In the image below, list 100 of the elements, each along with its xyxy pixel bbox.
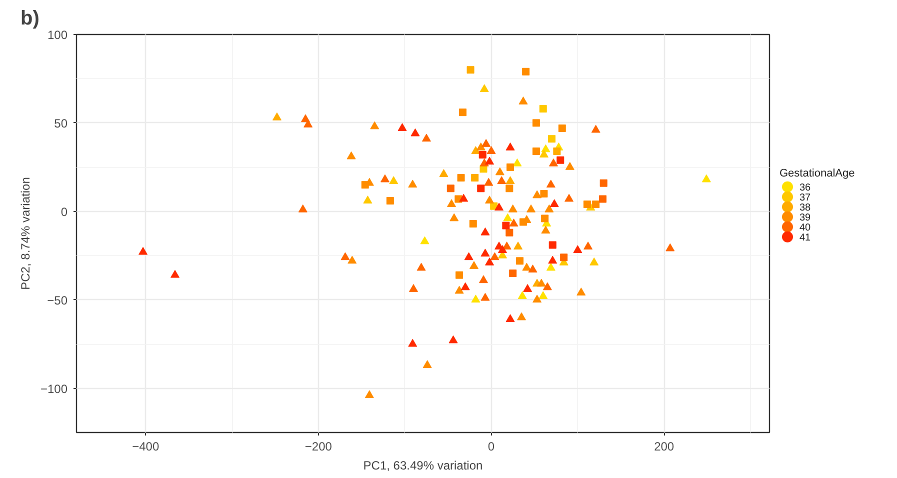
point <box>556 156 564 164</box>
point <box>539 150 548 158</box>
point <box>497 176 506 184</box>
point <box>408 180 418 188</box>
point <box>509 270 517 278</box>
point <box>138 246 148 255</box>
point <box>584 242 593 250</box>
point <box>592 200 600 208</box>
point <box>522 262 532 271</box>
point <box>346 151 356 160</box>
point <box>469 220 477 228</box>
point <box>539 105 547 113</box>
point <box>506 314 515 322</box>
point <box>482 139 491 147</box>
point <box>471 174 479 182</box>
legend-label: 38 <box>800 202 812 214</box>
point <box>478 275 488 284</box>
point <box>546 262 556 271</box>
point <box>459 194 468 202</box>
point <box>526 204 536 212</box>
point <box>485 196 494 204</box>
y-tick-label: −50 <box>47 293 68 308</box>
point <box>560 254 568 262</box>
point <box>536 278 546 287</box>
y-tick-label: −100 <box>40 382 68 396</box>
point <box>422 134 431 142</box>
point <box>298 204 308 212</box>
point <box>471 294 480 303</box>
point <box>541 226 550 234</box>
point <box>480 248 490 257</box>
point <box>532 147 540 155</box>
point <box>480 165 488 173</box>
point <box>546 180 556 188</box>
point <box>598 195 606 203</box>
point <box>494 202 504 211</box>
point <box>553 147 561 155</box>
point <box>364 390 374 398</box>
point <box>528 264 538 272</box>
legend-label: 37 <box>800 192 812 204</box>
point <box>591 124 600 133</box>
point <box>478 151 486 159</box>
point <box>456 271 464 279</box>
point <box>490 252 500 260</box>
point <box>457 174 465 182</box>
y-tick-label: 0 <box>60 204 68 219</box>
point <box>518 96 528 104</box>
point <box>484 178 494 186</box>
point <box>477 184 485 192</box>
point <box>447 199 456 208</box>
point <box>558 124 566 132</box>
point <box>420 236 430 244</box>
legend-label: 36 <box>800 182 812 194</box>
chart-title: b) <box>20 8 40 30</box>
point <box>272 112 282 120</box>
point <box>544 204 554 212</box>
point <box>548 241 556 249</box>
point <box>666 243 675 252</box>
point <box>548 158 558 166</box>
point <box>517 312 526 320</box>
point <box>170 270 180 278</box>
point <box>450 213 459 222</box>
legend-label: 41 <box>800 232 812 244</box>
point <box>576 288 586 296</box>
point <box>532 190 542 198</box>
point <box>460 282 470 290</box>
point <box>410 128 420 136</box>
point <box>370 121 380 130</box>
x-tick-label: −400 <box>132 440 160 454</box>
point <box>469 261 478 269</box>
legend-label: 39 <box>800 212 812 224</box>
point <box>439 169 448 177</box>
point <box>548 256 558 264</box>
x-axis-title: PC1, 63.49% variation <box>363 458 483 472</box>
point <box>446 184 454 192</box>
point <box>541 214 549 222</box>
x-tick-label: 200 <box>654 440 674 454</box>
point <box>532 119 540 127</box>
point <box>476 142 486 150</box>
point <box>389 176 398 184</box>
point <box>540 190 548 198</box>
point <box>542 282 552 290</box>
point <box>495 167 504 176</box>
point <box>386 197 394 205</box>
y-tick-label: 50 <box>54 116 68 130</box>
point <box>509 218 518 226</box>
point <box>502 222 510 230</box>
point <box>565 162 574 170</box>
x-tick-label: 0 <box>488 440 495 454</box>
point <box>514 242 523 250</box>
point <box>486 146 496 154</box>
point <box>480 84 489 92</box>
point <box>508 204 518 212</box>
point <box>506 142 515 150</box>
point <box>340 252 350 260</box>
point <box>506 163 514 171</box>
point <box>550 199 559 208</box>
point <box>702 174 711 182</box>
point <box>506 184 514 192</box>
legend-title: GestationalAge <box>780 168 855 180</box>
y-tick-label: 100 <box>47 28 68 42</box>
